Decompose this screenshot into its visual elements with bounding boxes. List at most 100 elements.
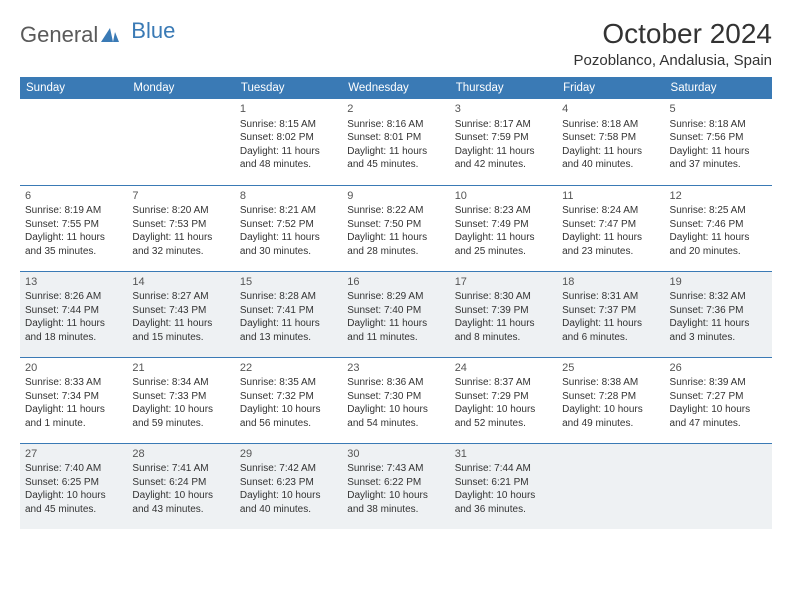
day-info: Sunrise: 8:17 AMSunset: 7:59 PMDaylight:…	[455, 118, 552, 172]
calendar-day	[127, 99, 234, 185]
day-info: Sunrise: 7:41 AMSunset: 6:24 PMDaylight:…	[132, 462, 229, 516]
day-info: Sunrise: 8:30 AMSunset: 7:39 PMDaylight:…	[455, 290, 552, 344]
day-info: Sunrise: 8:20 AMSunset: 7:53 PMDaylight:…	[132, 204, 229, 258]
day-number: 29	[240, 447, 337, 462]
calendar-day: 25Sunrise: 8:38 AMSunset: 7:28 PMDayligh…	[557, 357, 664, 443]
day-number: 22	[240, 361, 337, 376]
calendar-day: 9Sunrise: 8:22 AMSunset: 7:50 PMDaylight…	[342, 185, 449, 271]
calendar-day: 13Sunrise: 8:26 AMSunset: 7:44 PMDayligh…	[20, 271, 127, 357]
day-info: Sunrise: 8:21 AMSunset: 7:52 PMDaylight:…	[240, 204, 337, 258]
day-info: Sunrise: 8:25 AMSunset: 7:46 PMDaylight:…	[670, 204, 767, 258]
calendar-day: 4Sunrise: 8:18 AMSunset: 7:58 PMDaylight…	[557, 99, 664, 185]
day-number: 6	[25, 189, 122, 204]
day-info: Sunrise: 8:18 AMSunset: 7:58 PMDaylight:…	[562, 118, 659, 172]
logo: General Blue	[20, 18, 167, 48]
calendar-day	[557, 443, 664, 529]
day-header: Sunday	[20, 77, 127, 99]
day-info: Sunrise: 8:34 AMSunset: 7:33 PMDaylight:…	[132, 376, 229, 430]
calendar-body: 1Sunrise: 8:15 AMSunset: 8:02 PMDaylight…	[20, 99, 772, 529]
calendar-day: 1Sunrise: 8:15 AMSunset: 8:02 PMDaylight…	[235, 99, 342, 185]
day-info: Sunrise: 8:36 AMSunset: 7:30 PMDaylight:…	[347, 376, 444, 430]
day-info: Sunrise: 8:28 AMSunset: 7:41 PMDaylight:…	[240, 290, 337, 344]
calendar-day: 24Sunrise: 8:37 AMSunset: 7:29 PMDayligh…	[450, 357, 557, 443]
day-info: Sunrise: 8:27 AMSunset: 7:43 PMDaylight:…	[132, 290, 229, 344]
calendar-day: 23Sunrise: 8:36 AMSunset: 7:30 PMDayligh…	[342, 357, 449, 443]
day-header: Saturday	[665, 77, 772, 99]
day-header: Wednesday	[342, 77, 449, 99]
day-number: 25	[562, 361, 659, 376]
calendar-day: 30Sunrise: 7:43 AMSunset: 6:22 PMDayligh…	[342, 443, 449, 529]
day-number: 12	[670, 189, 767, 204]
day-info: Sunrise: 8:35 AMSunset: 7:32 PMDaylight:…	[240, 376, 337, 430]
day-header-row: SundayMondayTuesdayWednesdayThursdayFrid…	[20, 77, 772, 99]
day-info: Sunrise: 8:18 AMSunset: 7:56 PMDaylight:…	[670, 118, 767, 172]
calendar-day: 3Sunrise: 8:17 AMSunset: 7:59 PMDaylight…	[450, 99, 557, 185]
calendar-day: 14Sunrise: 8:27 AMSunset: 7:43 PMDayligh…	[127, 271, 234, 357]
calendar-day: 8Sunrise: 8:21 AMSunset: 7:52 PMDaylight…	[235, 185, 342, 271]
calendar-day: 6Sunrise: 8:19 AMSunset: 7:55 PMDaylight…	[20, 185, 127, 271]
calendar-day: 19Sunrise: 8:32 AMSunset: 7:36 PMDayligh…	[665, 271, 772, 357]
day-number: 14	[132, 275, 229, 290]
calendar-day: 12Sunrise: 8:25 AMSunset: 7:46 PMDayligh…	[665, 185, 772, 271]
day-number: 15	[240, 275, 337, 290]
calendar-week: 27Sunrise: 7:40 AMSunset: 6:25 PMDayligh…	[20, 443, 772, 529]
calendar-day: 18Sunrise: 8:31 AMSunset: 7:37 PMDayligh…	[557, 271, 664, 357]
location-text: Pozoblanco, Andalusia, Spain	[574, 52, 772, 69]
calendar-day: 21Sunrise: 8:34 AMSunset: 7:33 PMDayligh…	[127, 357, 234, 443]
calendar-week: 1Sunrise: 8:15 AMSunset: 8:02 PMDaylight…	[20, 99, 772, 185]
day-number: 20	[25, 361, 122, 376]
day-number: 21	[132, 361, 229, 376]
day-info: Sunrise: 8:24 AMSunset: 7:47 PMDaylight:…	[562, 204, 659, 258]
calendar-day: 10Sunrise: 8:23 AMSunset: 7:49 PMDayligh…	[450, 185, 557, 271]
calendar-day	[20, 99, 127, 185]
calendar-day: 27Sunrise: 7:40 AMSunset: 6:25 PMDayligh…	[20, 443, 127, 529]
calendar-day: 28Sunrise: 7:41 AMSunset: 6:24 PMDayligh…	[127, 443, 234, 529]
calendar-day: 16Sunrise: 8:29 AMSunset: 7:40 PMDayligh…	[342, 271, 449, 357]
day-header: Monday	[127, 77, 234, 99]
day-info: Sunrise: 8:33 AMSunset: 7:34 PMDaylight:…	[25, 376, 122, 430]
day-info: Sunrise: 8:23 AMSunset: 7:49 PMDaylight:…	[455, 204, 552, 258]
day-info: Sunrise: 8:37 AMSunset: 7:29 PMDaylight:…	[455, 376, 552, 430]
day-info: Sunrise: 7:43 AMSunset: 6:22 PMDaylight:…	[347, 462, 444, 516]
calendar-day: 22Sunrise: 8:35 AMSunset: 7:32 PMDayligh…	[235, 357, 342, 443]
day-number: 26	[670, 361, 767, 376]
day-number: 31	[455, 447, 552, 462]
day-number: 13	[25, 275, 122, 290]
calendar-day: 11Sunrise: 8:24 AMSunset: 7:47 PMDayligh…	[557, 185, 664, 271]
calendar-day: 20Sunrise: 8:33 AMSunset: 7:34 PMDayligh…	[20, 357, 127, 443]
logo-text-blue: Blue	[131, 18, 175, 44]
calendar-week: 6Sunrise: 8:19 AMSunset: 7:55 PMDaylight…	[20, 185, 772, 271]
day-number: 24	[455, 361, 552, 376]
calendar-day: 2Sunrise: 8:16 AMSunset: 8:01 PMDaylight…	[342, 99, 449, 185]
title-block: October 2024 Pozoblanco, Andalusia, Spai…	[574, 18, 772, 69]
day-info: Sunrise: 8:32 AMSunset: 7:36 PMDaylight:…	[670, 290, 767, 344]
calendar-day: 26Sunrise: 8:39 AMSunset: 7:27 PMDayligh…	[665, 357, 772, 443]
day-info: Sunrise: 8:29 AMSunset: 7:40 PMDaylight:…	[347, 290, 444, 344]
day-number: 9	[347, 189, 444, 204]
day-info: Sunrise: 7:42 AMSunset: 6:23 PMDaylight:…	[240, 462, 337, 516]
day-info: Sunrise: 7:40 AMSunset: 6:25 PMDaylight:…	[25, 462, 122, 516]
calendar-day: 15Sunrise: 8:28 AMSunset: 7:41 PMDayligh…	[235, 271, 342, 357]
day-number: 11	[562, 189, 659, 204]
day-number: 1	[240, 102, 337, 117]
day-info: Sunrise: 8:22 AMSunset: 7:50 PMDaylight:…	[347, 204, 444, 258]
day-number: 3	[455, 102, 552, 117]
calendar-week: 20Sunrise: 8:33 AMSunset: 7:34 PMDayligh…	[20, 357, 772, 443]
day-number: 4	[562, 102, 659, 117]
day-number: 8	[240, 189, 337, 204]
day-info: Sunrise: 8:39 AMSunset: 7:27 PMDaylight:…	[670, 376, 767, 430]
day-number: 16	[347, 275, 444, 290]
day-info: Sunrise: 7:44 AMSunset: 6:21 PMDaylight:…	[455, 462, 552, 516]
flag-icon	[101, 28, 119, 42]
calendar-day: 31Sunrise: 7:44 AMSunset: 6:21 PMDayligh…	[450, 443, 557, 529]
calendar-day	[665, 443, 772, 529]
day-number: 17	[455, 275, 552, 290]
day-number: 30	[347, 447, 444, 462]
day-info: Sunrise: 8:16 AMSunset: 8:01 PMDaylight:…	[347, 118, 444, 172]
day-number: 18	[562, 275, 659, 290]
day-header: Thursday	[450, 77, 557, 99]
header: General Blue October 2024 Pozoblanco, An…	[20, 18, 772, 69]
day-header: Friday	[557, 77, 664, 99]
day-number: 5	[670, 102, 767, 117]
day-number: 19	[670, 275, 767, 290]
